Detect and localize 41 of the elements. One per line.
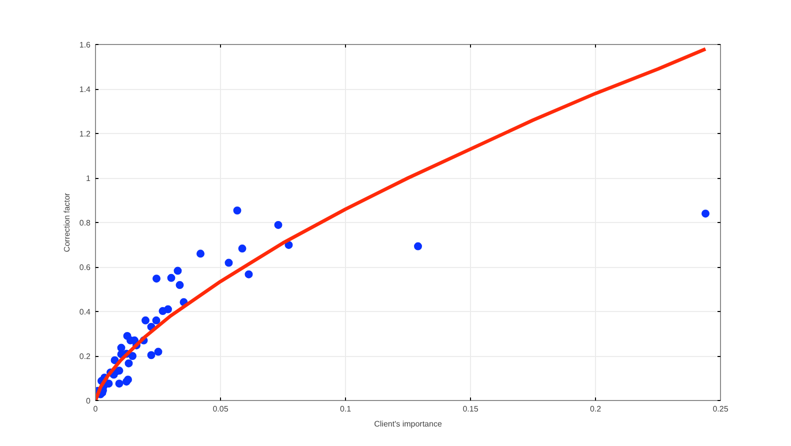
point xyxy=(167,274,176,282)
x-tick-label: 0.2 xyxy=(590,404,602,414)
point xyxy=(110,356,119,364)
point xyxy=(238,244,246,253)
y-tick-label: 0.4 xyxy=(79,308,92,316)
point xyxy=(154,348,162,356)
x-tick-label: 0 xyxy=(93,404,98,414)
y-tick-label: 1.6 xyxy=(79,40,92,50)
y-tick-label: 1.4 xyxy=(79,85,92,94)
x-tick-label: 0.05 xyxy=(212,404,229,414)
point xyxy=(233,206,242,214)
y-tick-label: 0.6 xyxy=(79,263,92,272)
point xyxy=(224,258,233,267)
point xyxy=(176,281,184,290)
y-tick-label: 0.8 xyxy=(79,218,92,228)
y-tick-label: 0.2 xyxy=(79,352,92,361)
point xyxy=(174,266,182,275)
point xyxy=(128,352,136,360)
point xyxy=(142,316,150,324)
point xyxy=(115,380,124,388)
y-axis-title: Correction factor xyxy=(62,192,72,252)
point xyxy=(274,220,282,229)
x-tick-label: 0.15 xyxy=(462,404,479,414)
point xyxy=(196,250,204,258)
point xyxy=(284,240,293,249)
point xyxy=(164,305,172,314)
point xyxy=(152,274,160,283)
point xyxy=(152,316,160,324)
line-series xyxy=(96,47,708,400)
point xyxy=(124,359,133,368)
point xyxy=(244,270,253,278)
y-tick-label: 1.2 xyxy=(79,130,92,138)
x-axis-title: Client's importance xyxy=(374,420,442,428)
point xyxy=(702,210,710,218)
point xyxy=(414,242,422,250)
x-tick-label: 0.1 xyxy=(340,404,352,414)
point xyxy=(117,344,126,352)
point xyxy=(147,351,156,360)
y-tick-label: 1 xyxy=(86,174,92,183)
x-tick-label: 0.25 xyxy=(712,404,729,414)
y-tick-label: 0 xyxy=(86,396,92,406)
